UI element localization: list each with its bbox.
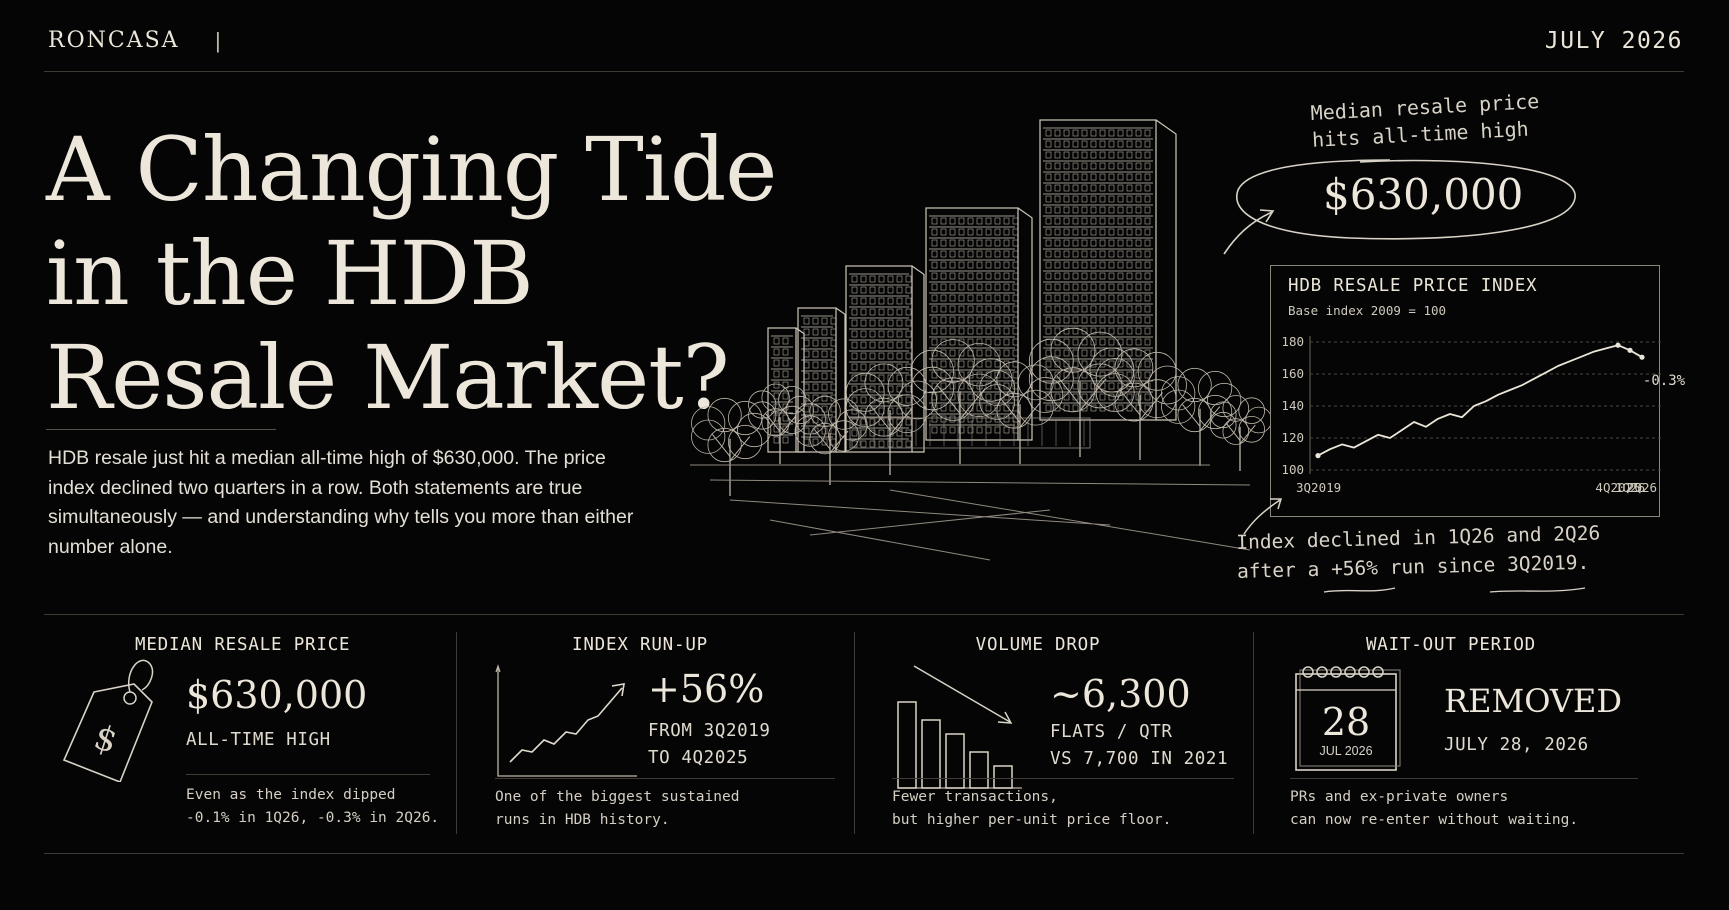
brand-separator: | [215,28,221,53]
stats-bottom-divider [44,853,1684,854]
price-tag-icon: $ [62,659,154,782]
brand-logo: RONCASA [48,28,180,53]
calendar-icon [1295,666,1401,771]
card-rule [892,778,1234,779]
data-point [1639,354,1645,360]
data-point [1627,347,1633,353]
stat-subtitle: FROM 3Q2019 TO 4Q2025 [648,718,771,772]
data-label: -0.3% [1643,373,1686,389]
stat-card-volume-drop: VOLUME DROP ~6,300 FLATS / QTR VS 7,700 … [868,620,1248,850]
issue-date: JULY 2026 [1544,28,1683,54]
arrow-up-right-icon [1243,498,1283,535]
y-tick-label: 120 [1281,430,1304,445]
hdb-buildings-sketch-icon [690,119,1270,561]
data-label: -0.1% [1613,320,1656,323]
calendar-month: JUL 2026 [1319,744,1373,758]
stat-footnote: Fewer transactions, but higher per-unit … [892,786,1171,832]
index-decline-note: Index declined in 1Q26 and 2Q26 after a … [1236,518,1601,586]
x-tick-label: 4Q2025 [1595,480,1640,495]
subtitle-line: FLATS / QTR [1050,722,1173,742]
stat-footnote: One of the biggest sustained runs in HDB… [495,786,739,832]
title-line-2: in the HDB [46,222,534,325]
subtitle-line: FROM 3Q2019 [648,721,771,741]
x-tick-label: 3Q2019 [1296,480,1341,495]
declining-bars-icon [897,665,1022,789]
stat-value: ~6,300 [1050,672,1191,716]
footnote-line: One of the biggest sustained [495,789,740,805]
arrow-up-right-icon [1223,209,1275,255]
stat-value: $630,000 [186,673,368,717]
x-tick-label: 2Q26 [1627,480,1657,495]
stat-footnote: Even as the index dipped -0.1% in 1Q26, … [186,784,439,830]
title-underline [46,429,276,430]
card-rule [495,778,835,779]
header-divider [44,71,1684,72]
footnote-line: can now re-enter without waiting. [1290,812,1579,828]
price-highlight-ellipse [1236,159,1576,240]
footnote-line: Fewer transactions, [892,789,1058,805]
stat-subtitle: ALL-TIME HIGH [186,730,331,750]
title-line-3: Resale Market? [46,326,730,429]
subtitle-line: TO 4Q2025 [648,748,749,768]
card-divider [456,632,457,834]
stat-subtitle: FLATS / QTR VS 7,700 IN 2021 [1050,719,1228,773]
stat-value: +56% [648,667,765,711]
trend-line-icon [495,664,637,777]
note-underline-scribble [1323,587,1586,593]
calendar-day: 28 [1321,700,1371,744]
card-divider [854,632,855,834]
svg-text:$: $ [89,717,122,762]
all-time-high-note: Median resale price hits all-time high [1310,88,1541,154]
title-line-1: A Changing Tide [46,118,777,221]
price-index-chart-frame [1270,265,1660,517]
data-point [1615,342,1621,348]
stat-footnote: PRs and ex-private owners can now re-ent… [1290,786,1578,832]
stat-value: REMOVED [1444,682,1623,720]
footnote-line: PRs and ex-private owners [1290,789,1509,805]
stat-card-wait-out-period: WAIT-OUT PERIOD 28 JUL 2026 REMOVED JULY… [1266,620,1686,850]
page-title: A Changing Tide in the HDB Resale Market… [46,118,777,430]
footnote-line: -0.1% in 1Q26, -0.3% in 2Q26. [186,810,440,826]
index-line [1317,344,1643,457]
y-tick-label: 100 [1281,462,1304,477]
chart-title: HDB RESALE PRICE INDEX [1288,276,1538,296]
y-tick-label: 160 [1281,366,1304,381]
footnote-line: Even as the index dipped [186,787,396,803]
card-rule [1290,778,1638,779]
card-title: WAIT-OUT PERIOD [1365,635,1537,655]
stat-card-median-price: MEDIAN RESALE PRICE $ $630,000 ALL-TIME … [40,620,450,850]
intro-paragraph: HDB resale just hit a median all-time hi… [48,447,634,558]
card-rule [186,774,430,775]
stats-top-divider [44,614,1684,615]
chart-subtitle: Base index 2009 = 100 [1288,303,1447,318]
card-divider [1253,632,1254,834]
footnote-line: but higher per-unit price floor. [892,812,1172,828]
card-title: INDEX RUN-UP [571,635,709,655]
data-point [1315,453,1321,459]
y-tick-label: 180 [1281,334,1304,349]
stat-subtitle: JULY 28, 2026 [1444,735,1589,755]
card-title: VOLUME DROP [975,635,1101,655]
stat-card-index-run-up: INDEX RUN-UP +56% FROM 3Q2019 TO 4Q2025 … [470,620,850,850]
y-tick-label: 140 [1281,398,1304,413]
headline-price: $630,000 [1323,170,1524,219]
card-title: MEDIAN RESALE PRICE [135,635,351,655]
x-tick-label: 1Q26 [1615,480,1645,495]
footnote-line: runs in HDB history. [495,812,670,828]
subtitle-line: VS 7,700 IN 2021 [1050,749,1229,769]
